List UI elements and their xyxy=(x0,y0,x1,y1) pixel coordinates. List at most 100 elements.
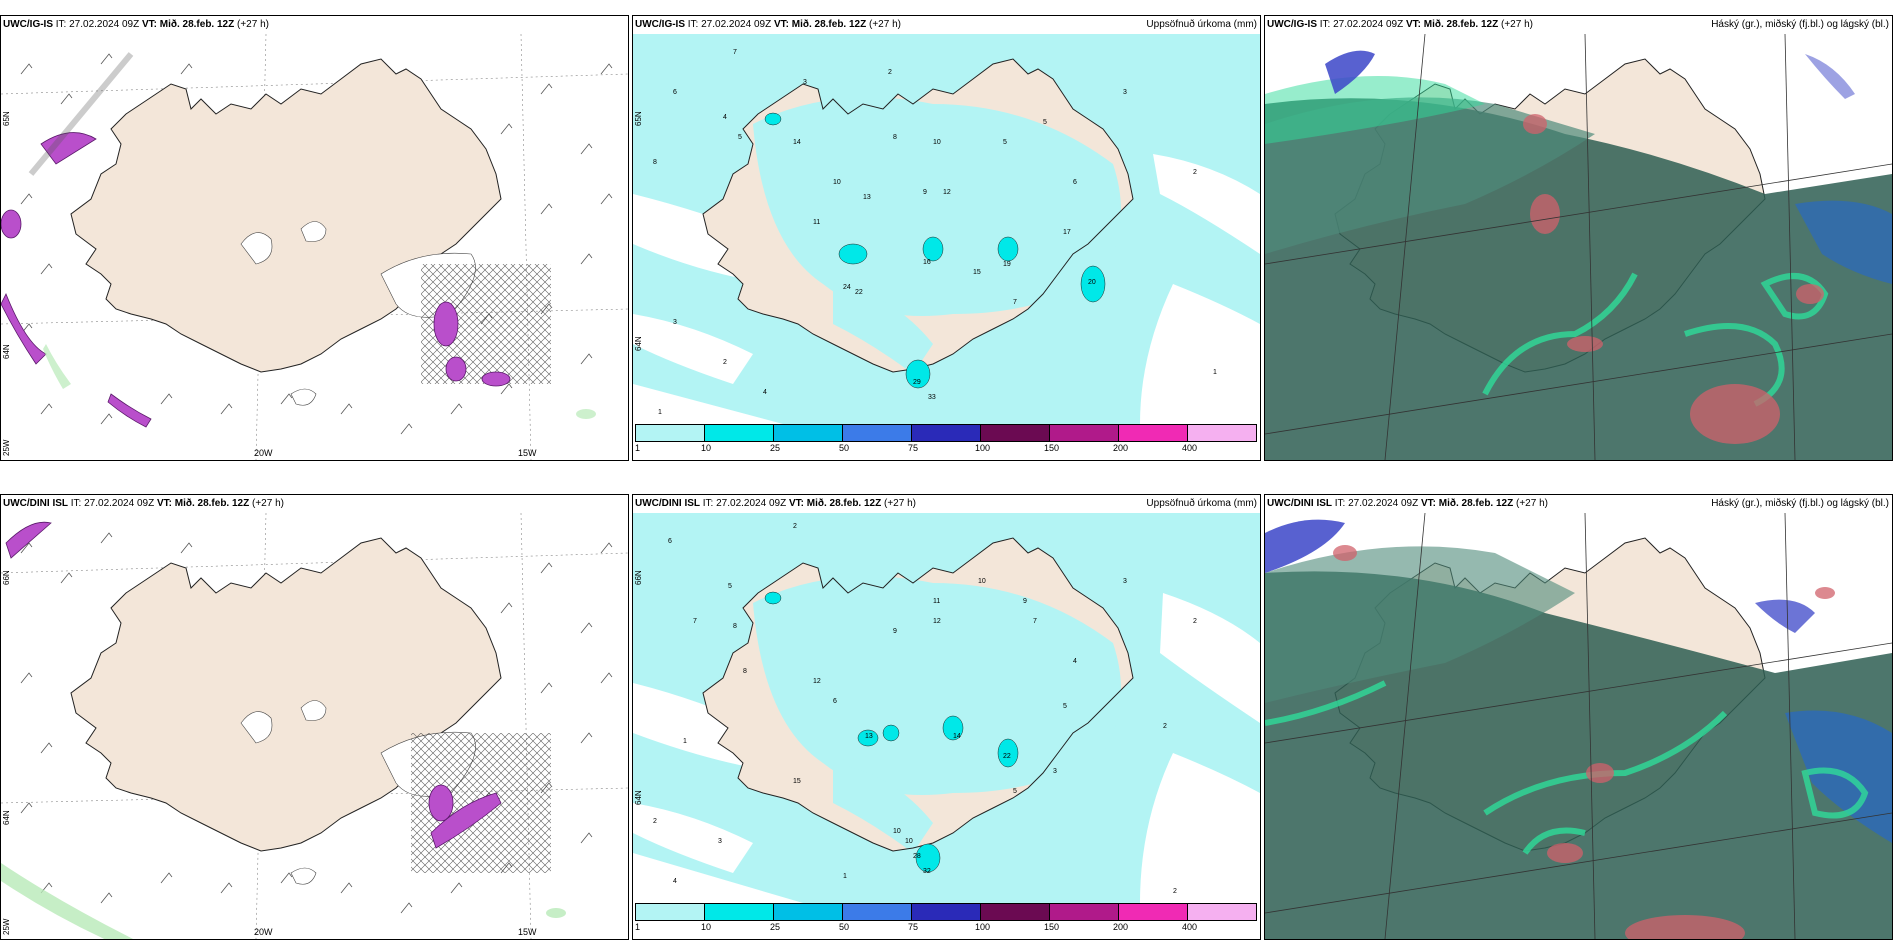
panel-top-right: UWC/IG-IS IT: 27.02.2024 09Z VT: Mið. 28… xyxy=(1264,15,1893,461)
lat-label-64n: 64N xyxy=(2,344,11,359)
svg-text:7: 7 xyxy=(1033,618,1037,625)
svg-text:33: 33 xyxy=(928,394,936,401)
svg-text:4: 4 xyxy=(673,878,677,885)
panel-title: UWC/DINI ISL IT: 27.02.2024 09Z VT: Mið.… xyxy=(1267,498,1548,509)
colorbar-cell xyxy=(1188,425,1256,441)
svg-text:10: 10 xyxy=(833,179,841,186)
colorbar-tick: 10 xyxy=(701,443,712,453)
panel-bottom-mid: UWC/DINI ISL IT: 27.02.2024 09Z VT: Mið.… xyxy=(632,494,1261,940)
svg-text:5: 5 xyxy=(1003,139,1007,146)
svg-text:3: 3 xyxy=(673,319,677,326)
svg-text:9: 9 xyxy=(923,189,927,196)
svg-text:11: 11 xyxy=(813,219,820,226)
svg-text:2: 2 xyxy=(1163,723,1167,730)
lat-label-25w: 25W xyxy=(2,439,11,456)
svg-text:5: 5 xyxy=(728,583,732,590)
svg-text:2: 2 xyxy=(888,69,892,76)
colorbar-cell xyxy=(912,904,981,920)
svg-text:1: 1 xyxy=(658,409,662,416)
svg-text:6: 6 xyxy=(1073,179,1077,186)
svg-text:2: 2 xyxy=(653,818,657,825)
svg-text:17: 17 xyxy=(1063,229,1071,236)
svg-text:1: 1 xyxy=(683,738,687,745)
svg-text:16: 16 xyxy=(923,259,931,266)
panel-title: UWC/IG-IS IT: 27.02.2024 09Z VT: Mið. 28… xyxy=(3,19,269,30)
svg-text:4: 4 xyxy=(763,389,767,396)
colorbar-cell xyxy=(912,425,981,441)
panel-top-mid: UWC/IG-IS IT: 27.02.2024 09Z VT: Mið. 28… xyxy=(632,15,1261,461)
panel-top-left: UWC/IG-IS IT: 27.02.2024 09Z VT: Mið. 28… xyxy=(0,15,629,461)
colorbar-cell xyxy=(705,904,774,920)
colorbar-labels: 1 10 25 50 75 100 150 200 400 xyxy=(635,443,1257,457)
cloud-map xyxy=(1265,34,1892,460)
svg-text:3: 3 xyxy=(718,838,722,845)
svg-text:11: 11 xyxy=(933,598,940,605)
lon-label-15w: 15W xyxy=(518,448,537,458)
svg-text:4: 4 xyxy=(1073,658,1077,665)
colorbar-cell xyxy=(774,425,843,441)
svg-text:8: 8 xyxy=(733,623,737,630)
colorbar-cells xyxy=(635,903,1257,921)
svg-text:8: 8 xyxy=(893,134,897,141)
colorbar-tick: 50 xyxy=(839,922,850,932)
colorbar-tick: 100 xyxy=(975,443,991,453)
svg-text:20: 20 xyxy=(1088,279,1096,286)
svg-text:12: 12 xyxy=(933,618,941,625)
cloud-map xyxy=(1265,513,1892,939)
svg-text:13: 13 xyxy=(863,194,871,201)
svg-text:1: 1 xyxy=(843,873,847,880)
panel-right-title: Uppsöfnuð úrkoma (mm) xyxy=(1146,19,1257,30)
panel-title: UWC/DINI ISL IT: 27.02.2024 09Z VT: Mið.… xyxy=(635,498,916,509)
colorbar-tick: 10 xyxy=(701,922,712,932)
svg-text:14: 14 xyxy=(953,733,961,740)
svg-text:15: 15 xyxy=(973,269,981,276)
wind-map xyxy=(1,34,628,460)
svg-text:8: 8 xyxy=(653,159,657,166)
colorbar-cell xyxy=(843,904,912,920)
colorbar-tick: 200 xyxy=(1113,443,1129,453)
colorbar-cell xyxy=(1119,425,1188,441)
colorbar: 1 10 25 50 75 100 150 200 400 xyxy=(633,903,1260,939)
svg-text:6: 6 xyxy=(668,538,672,545)
colorbar-tick: 25 xyxy=(770,443,781,453)
colorbar-cell xyxy=(1188,904,1256,920)
svg-text:19: 19 xyxy=(1003,261,1011,268)
svg-text:5: 5 xyxy=(1043,119,1047,126)
colorbar-cell xyxy=(705,425,774,441)
precip-map: 2 6 5 7 8 11 10 12 14 13 15 10 28 32 22 … xyxy=(633,513,1260,903)
svg-text:7: 7 xyxy=(733,49,737,56)
colorbar-cells xyxy=(635,424,1257,442)
lat-label-66n: 66N xyxy=(634,570,643,585)
lon-label-15w: 15W xyxy=(518,927,537,937)
svg-text:10: 10 xyxy=(978,578,986,585)
colorbar-tick: 100 xyxy=(975,922,991,932)
panel-bottom-left: UWC/DINI ISL IT: 27.02.2024 09Z VT: Mið.… xyxy=(0,494,629,940)
panel-title: UWC/DINI ISL IT: 27.02.2024 09Z VT: Mið.… xyxy=(3,498,284,509)
svg-text:10: 10 xyxy=(905,838,913,845)
lat-label-64n: 64N xyxy=(634,336,643,351)
colorbar-tick: 25 xyxy=(770,922,781,932)
panel-title: UWC/IG-IS IT: 27.02.2024 09Z VT: Mið. 28… xyxy=(1267,19,1533,30)
lat-label-64n: 64N xyxy=(634,790,643,805)
svg-text:12: 12 xyxy=(943,189,951,196)
svg-text:5: 5 xyxy=(1013,788,1017,795)
panel-right-title: Háský (gr.), miðský (fj.bl.) og lágský (… xyxy=(1711,498,1889,509)
svg-text:3: 3 xyxy=(1123,578,1127,585)
svg-text:28: 28 xyxy=(913,853,921,860)
colorbar-tick: 400 xyxy=(1182,922,1198,932)
svg-text:10: 10 xyxy=(933,139,941,146)
panel-bottom-right: UWC/DINI ISL IT: 27.02.2024 09Z VT: Mið.… xyxy=(1264,494,1893,940)
svg-text:22: 22 xyxy=(1003,753,1011,760)
colorbar-cell xyxy=(1119,904,1188,920)
svg-text:15: 15 xyxy=(793,778,801,785)
panel-right-title: Uppsöfnuð úrkoma (mm) xyxy=(1146,498,1257,509)
colorbar-cell xyxy=(774,904,843,920)
colorbar-tick: 75 xyxy=(908,922,919,932)
svg-text:3: 3 xyxy=(1053,768,1057,775)
wind-map xyxy=(1,513,628,939)
lat-label-65n: 65N xyxy=(2,111,11,126)
svg-text:3: 3 xyxy=(803,79,807,86)
colorbar-tick: 50 xyxy=(839,443,850,453)
svg-text:5: 5 xyxy=(1063,703,1067,710)
colorbar-cell xyxy=(1050,904,1119,920)
